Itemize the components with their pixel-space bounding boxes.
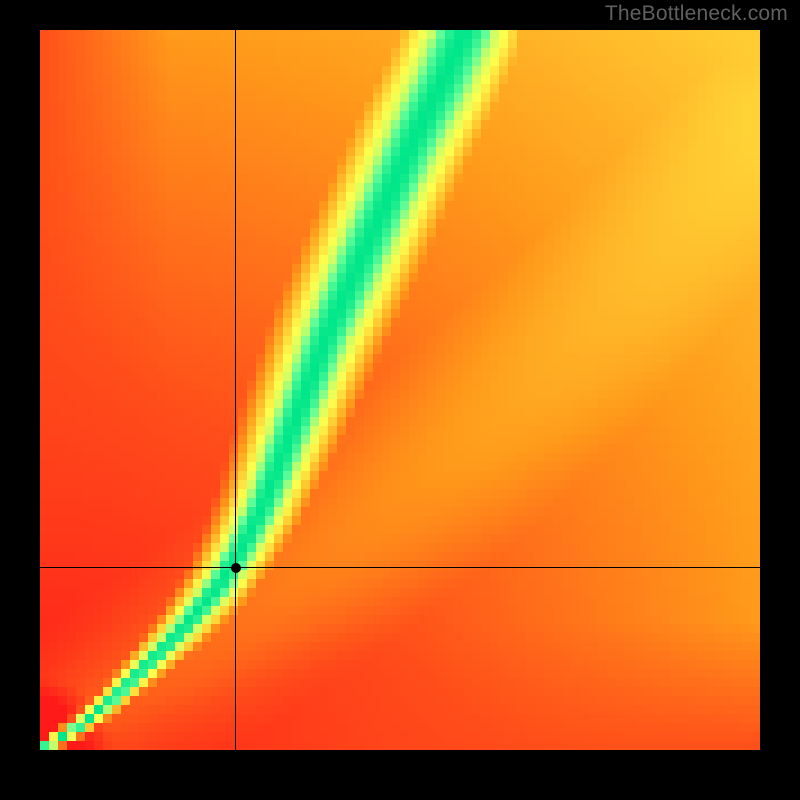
- viewport: TheBottleneck.com: [0, 0, 800, 800]
- heatmap-plot: [40, 30, 760, 750]
- crosshair-horizontal: [40, 567, 760, 568]
- marker-dot: [231, 563, 241, 573]
- crosshair-vertical: [235, 30, 236, 750]
- watermark-text: TheBottleneck.com: [605, 2, 788, 26]
- heatmap-canvas: [40, 30, 760, 750]
